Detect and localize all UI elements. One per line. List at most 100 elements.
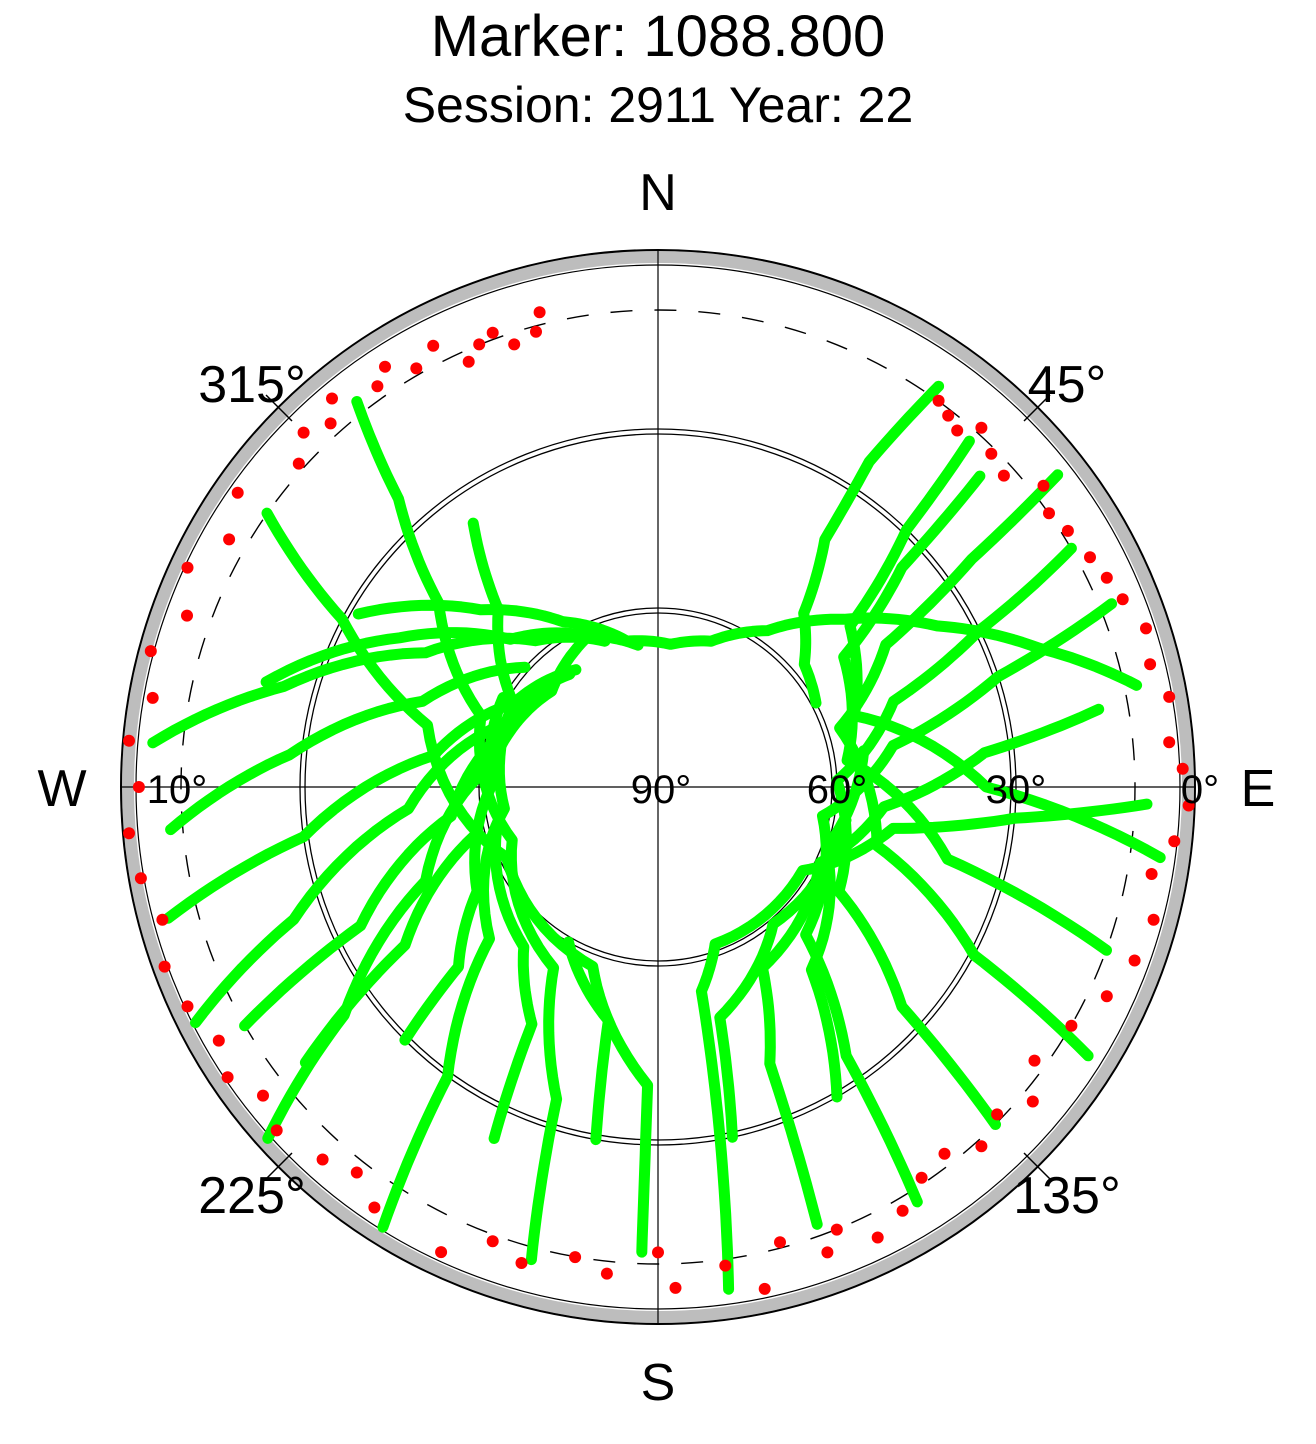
low-elevation-point-6: [508, 338, 521, 351]
low-elevation-point-58: [1147, 913, 1160, 926]
low-elevation-point-11: [326, 392, 338, 405]
low-elevation-point-64: [1163, 690, 1176, 703]
low-elevation-point-68: [1100, 571, 1113, 584]
elevation-label-90: 90°: [631, 768, 692, 812]
low-elevation-point-23: [123, 827, 135, 840]
satellite-track-16: [834, 469, 1094, 1062]
elevation-label-30: 30°: [986, 768, 1047, 812]
satellite-track-22: [714, 814, 852, 1143]
low-elevation-point-14: [292, 457, 305, 470]
low-elevation-point-43: [758, 1282, 771, 1295]
low-elevation-point-49: [915, 1171, 928, 1184]
low-elevation-point-57: [1128, 954, 1141, 967]
satellite-track-11: [261, 507, 654, 1258]
satellite-track-19: [399, 692, 509, 1046]
low-elevation-point-54: [1028, 1054, 1041, 1067]
low-elevation-point-46: [830, 1223, 843, 1236]
satellite-track-5: [165, 661, 531, 836]
low-elevation-point-4: [427, 339, 440, 352]
low-elevation-point-55: [1065, 1019, 1078, 1032]
low-elevation-point-50: [938, 1147, 951, 1160]
low-elevation-point-42: [719, 1259, 732, 1272]
low-elevation-point-30: [257, 1089, 269, 1102]
low-elevation-point-70: [1061, 524, 1074, 537]
low-elevation-point-36: [486, 1235, 499, 1248]
satellite-track-10: [351, 396, 563, 1266]
satellite-track-1: [798, 380, 945, 709]
low-elevation-point-10: [462, 355, 475, 368]
satellite-track-7: [190, 668, 576, 1029]
satellite-track-23: [805, 745, 870, 1103]
satellite-track-18: [844, 435, 1166, 864]
low-elevation-point-21: [123, 734, 135, 747]
cutoff-label: 10°: [147, 768, 208, 812]
low-elevation-point-22: [132, 781, 145, 793]
tick-45: [1023, 394, 1051, 422]
satellite-track-14: [800, 598, 1118, 1208]
azimuth-label-225: 225°: [198, 1167, 306, 1225]
low-elevation-point-44: [774, 1236, 786, 1249]
low-elevation-point-75: [975, 421, 988, 434]
low-elevation-point-76: [951, 424, 964, 437]
low-elevation-point-1: [371, 380, 384, 393]
low-elevation-point-73: [997, 469, 1010, 482]
low-elevation-point-28: [212, 1034, 225, 1047]
compass-east: E: [1241, 760, 1276, 818]
low-elevation-point-71: [1043, 507, 1055, 520]
low-elevation-point-8: [533, 306, 546, 319]
low-elevation-point-2: [379, 360, 391, 373]
low-elevation-point-33: [350, 1166, 363, 1179]
low-elevation-point-39: [600, 1267, 613, 1280]
azimuth-label-45: 45°: [1028, 356, 1107, 414]
compass-south: S: [641, 1354, 676, 1412]
elevation-label-60: 60°: [807, 768, 868, 812]
low-elevation-point-67: [1116, 593, 1129, 606]
low-elevation-point-78: [932, 394, 945, 407]
tick-135: [1023, 1152, 1051, 1180]
low-elevation-point-16: [223, 533, 236, 546]
low-elevation-point-13: [297, 426, 310, 439]
low-elevation-point-66: [1140, 622, 1152, 635]
satellite-track-13: [756, 703, 1105, 1230]
low-elevation-point-35: [435, 1246, 448, 1259]
low-elevation-point-31: [270, 1124, 283, 1137]
low-elevation-point-12: [324, 417, 337, 430]
low-elevation-point-9: [486, 326, 499, 339]
low-elevation-point-37: [515, 1257, 528, 1269]
low-elevation-point-59: [1145, 868, 1158, 880]
low-elevation-point-20: [146, 691, 159, 704]
low-elevation-point-18: [181, 609, 193, 622]
satellite-track-21: [563, 936, 614, 1146]
low-elevation-point-19: [144, 645, 157, 658]
red-points: [123, 306, 1195, 1295]
satellite-track-12: [695, 798, 1153, 1295]
tick-225: [265, 1152, 293, 1180]
satellite-track-20: [488, 824, 538, 1144]
low-elevation-point-45: [821, 1246, 834, 1259]
satellite-track-2: [352, 599, 1143, 691]
low-elevation-point-60: [1168, 835, 1181, 848]
chart-subtitle: Session: 2911 Year: 22: [402, 77, 914, 133]
chart-title: Marker: 1088.800: [430, 4, 886, 69]
azimuth-label-135: 135°: [1013, 1167, 1121, 1225]
low-elevation-point-34: [368, 1201, 381, 1214]
satellite-track-4: [147, 631, 611, 749]
low-elevation-point-47: [871, 1231, 884, 1244]
low-elevation-point-26: [158, 960, 171, 973]
low-elevation-point-17: [181, 561, 194, 574]
low-elevation-point-53: [1026, 1095, 1039, 1108]
low-elevation-point-3: [410, 362, 423, 375]
low-elevation-point-27: [181, 1000, 194, 1013]
low-elevation-point-5: [473, 338, 486, 351]
low-elevation-point-29: [221, 1071, 234, 1084]
low-elevation-point-77: [942, 409, 955, 422]
elevation-label-0: 0°: [1181, 768, 1219, 812]
satellite-track-25: [299, 830, 480, 1068]
low-elevation-point-25: [156, 913, 169, 926]
low-elevation-point-41: [669, 1281, 682, 1294]
low-elevation-point-40: [652, 1246, 664, 1259]
low-elevation-point-7: [530, 325, 542, 338]
low-elevation-point-62: [1176, 762, 1189, 775]
low-elevation-point-61: [1182, 799, 1195, 812]
